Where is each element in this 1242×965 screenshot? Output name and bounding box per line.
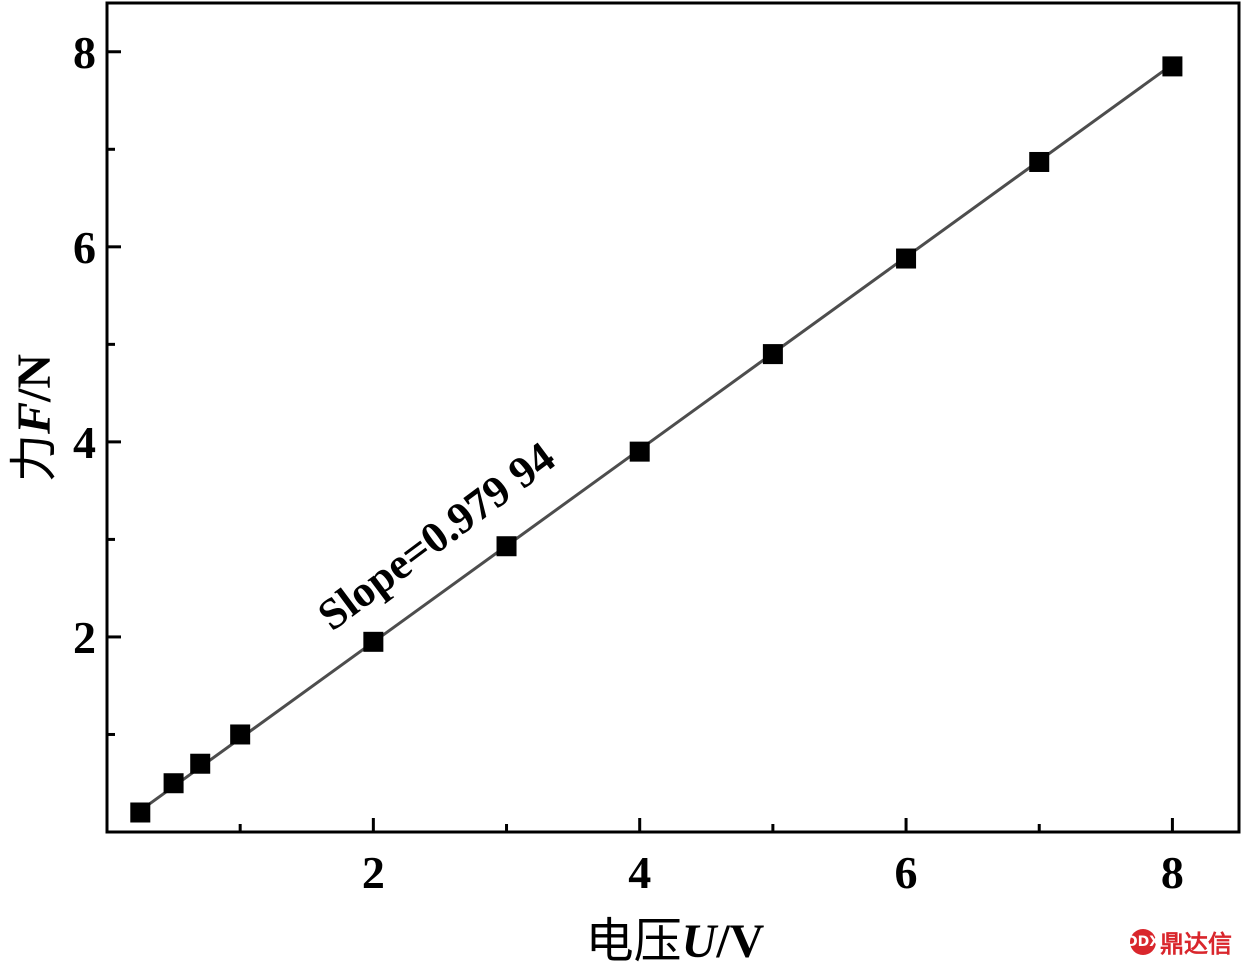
y-tick-label: 2 xyxy=(73,612,96,663)
x-tick-label: 4 xyxy=(628,847,651,898)
data-point xyxy=(163,773,184,794)
x-axis-title-prefix: 电压 xyxy=(586,915,682,965)
data-markers xyxy=(130,56,1183,823)
y-axis-title-prefix: 力 xyxy=(8,434,61,482)
data-point xyxy=(190,753,211,774)
data-point xyxy=(762,344,783,365)
axis-ticks xyxy=(107,50,1174,832)
y-tick-label: 8 xyxy=(73,27,96,78)
x-tick-label: 2 xyxy=(362,847,385,898)
slope-annotation: Slope=0.979 94 xyxy=(309,432,564,640)
watermark: DDX 鼎达信 xyxy=(1126,924,1232,959)
data-point xyxy=(1029,151,1050,172)
watermark-logo-icon: DDX xyxy=(1126,928,1160,955)
x-tick-label: 8 xyxy=(1161,847,1184,898)
x-axis-title-symbol: U xyxy=(682,915,719,965)
x-tick-label: 6 xyxy=(895,847,918,898)
y-tick-label: 4 xyxy=(73,417,96,468)
data-point xyxy=(230,724,251,745)
watermark-text: 鼎达信 xyxy=(1160,930,1232,958)
y-axis-title-unit: /N xyxy=(8,354,61,403)
y-axis-title: 力F/N xyxy=(8,354,61,482)
tick-labels: 2 4 6 8 2 4 6 8 xyxy=(73,27,1184,898)
x-axis-title: 电压U/V xyxy=(586,915,765,965)
data-point xyxy=(496,536,517,557)
y-axis-title-symbol: F xyxy=(8,402,61,435)
data-point xyxy=(629,441,650,462)
fit-line xyxy=(139,63,1174,812)
data-point xyxy=(363,631,384,652)
data-point xyxy=(896,248,917,269)
data-point xyxy=(130,802,151,823)
y-tick-label: 6 xyxy=(73,222,96,273)
x-axis-title-unit: /V xyxy=(715,915,764,965)
plot-frame xyxy=(105,1,1241,834)
data-point xyxy=(1162,56,1183,77)
